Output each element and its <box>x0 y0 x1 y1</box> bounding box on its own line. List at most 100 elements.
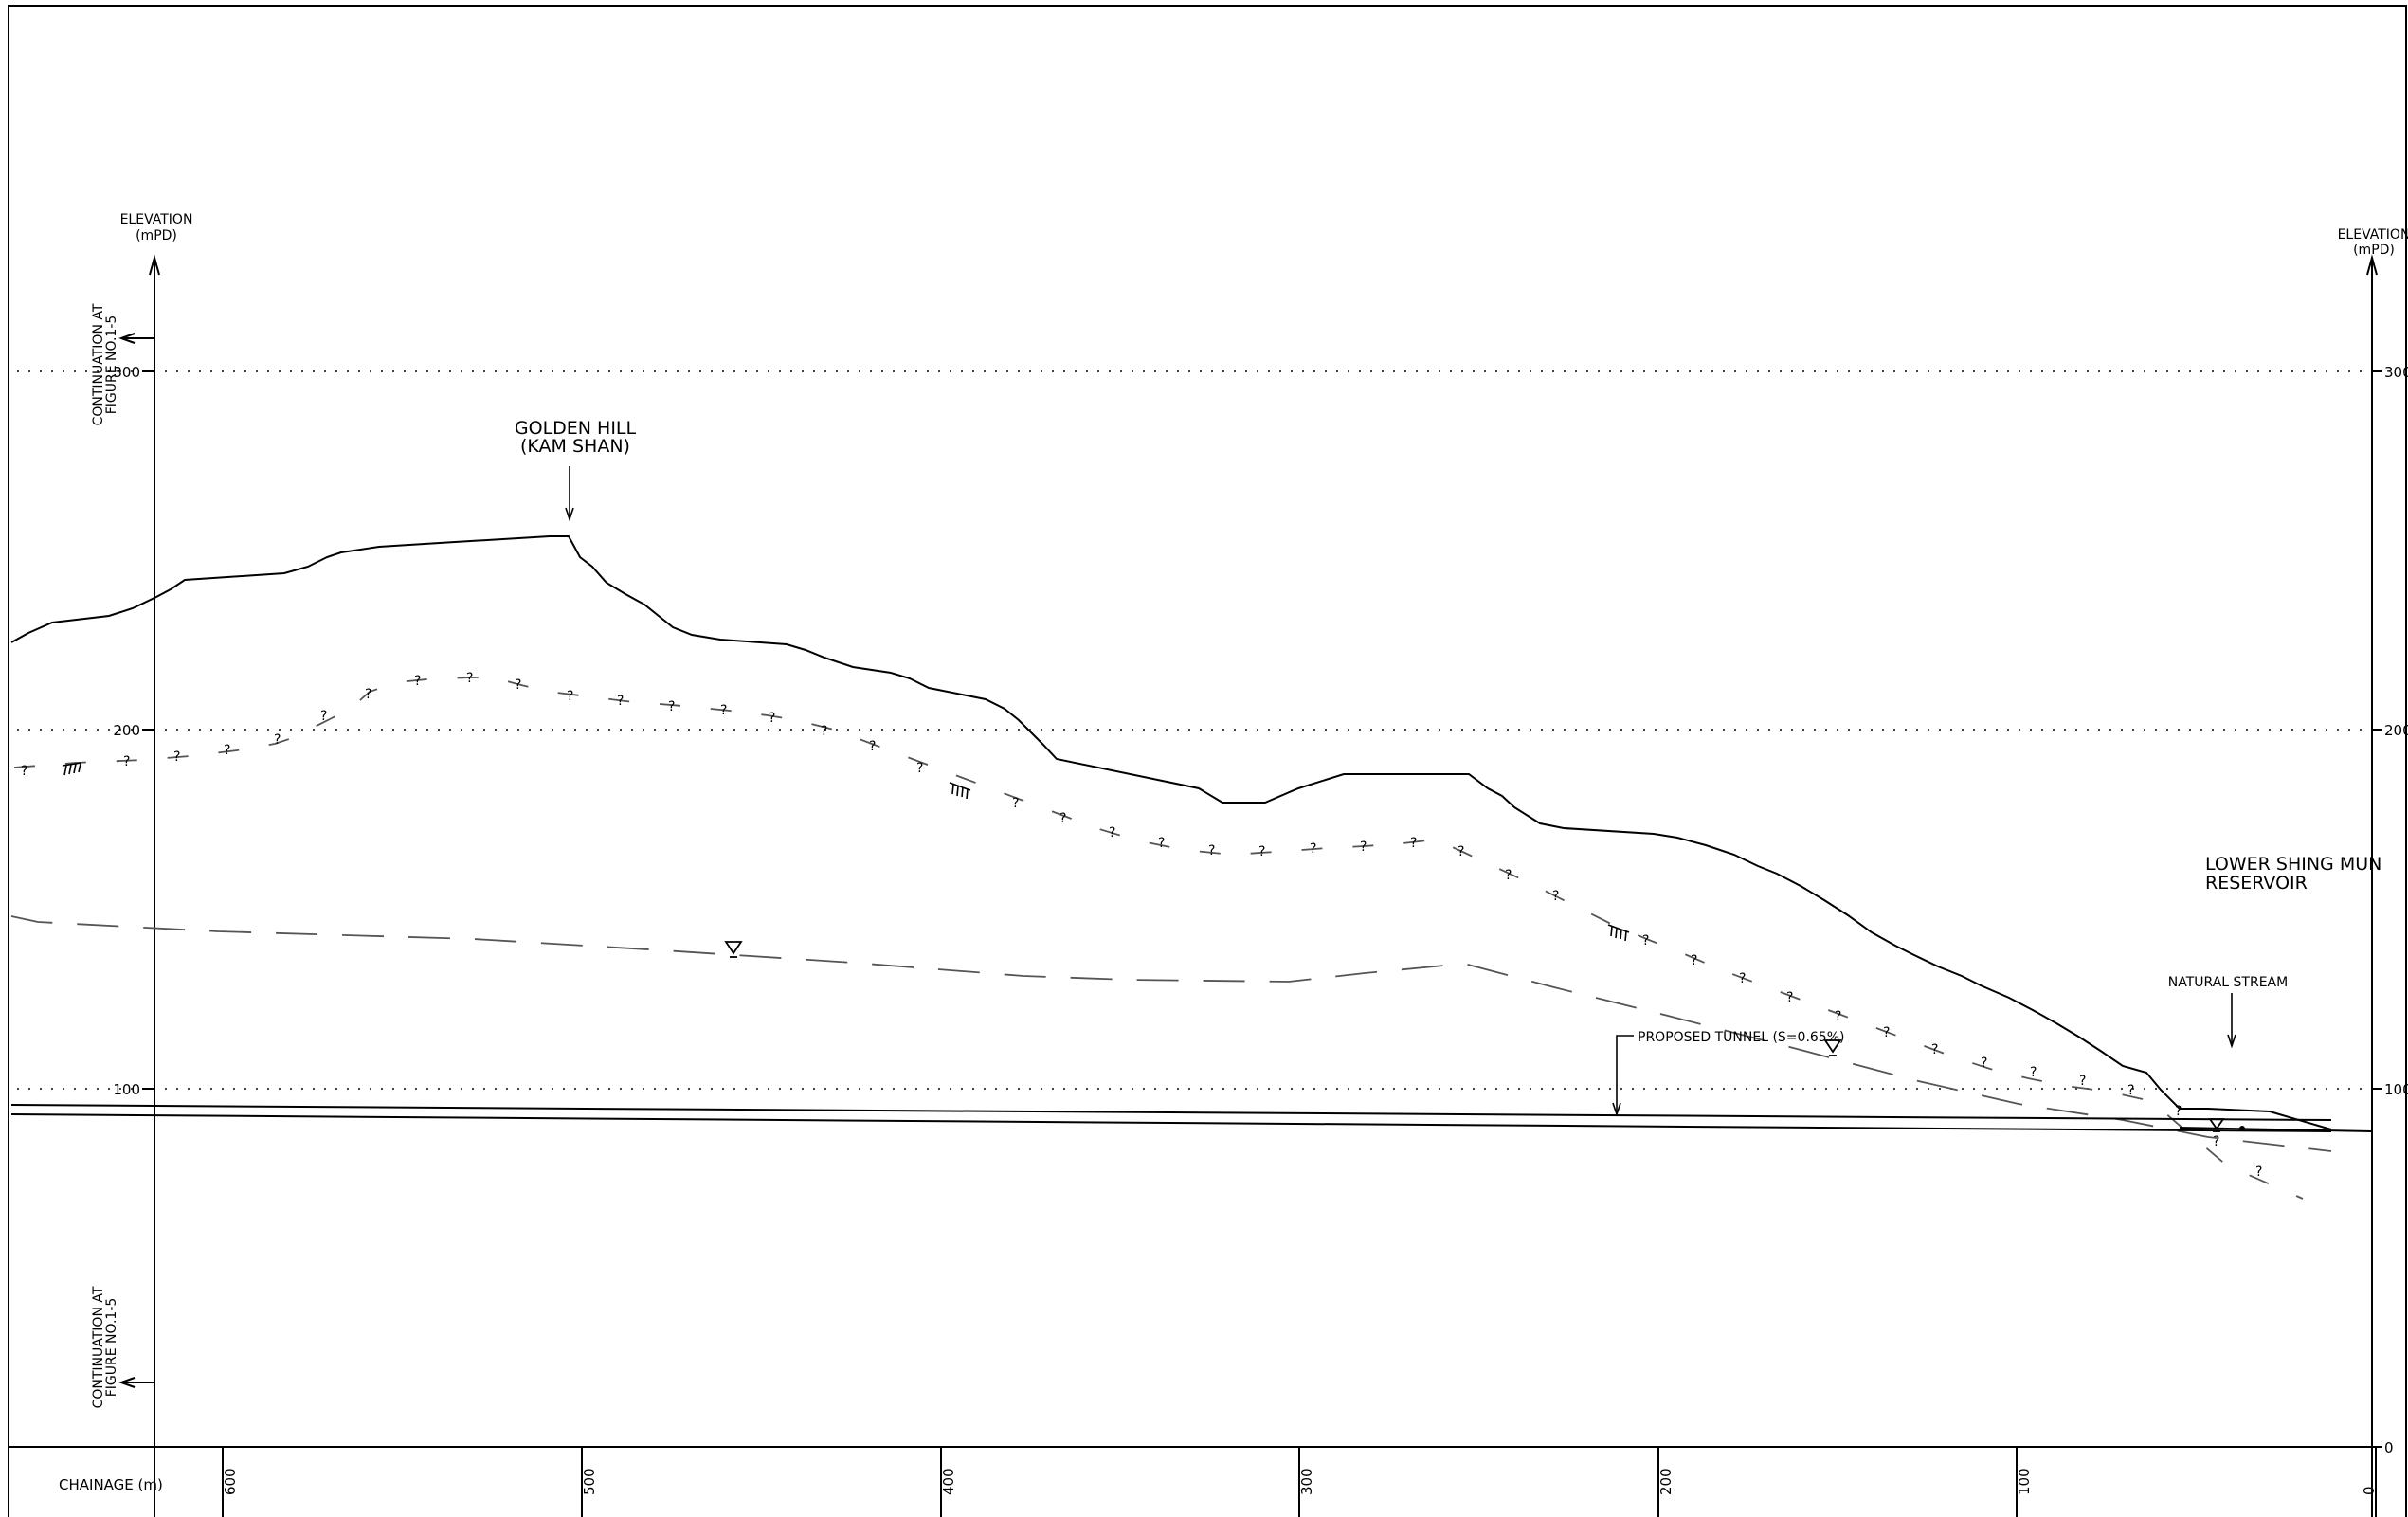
proposed-tunnel-label: PROPOSED TUNNEL (S=0.65%) <box>1638 1030 1844 1045</box>
uncertain-marker: ? <box>466 671 473 686</box>
chainage-tick-300: 300 <box>1298 1468 1315 1495</box>
right-elevation-axis <box>2366 254 2382 1517</box>
uncertain-marker: ? <box>1739 971 1746 986</box>
chainage-tick-600: 600 <box>222 1468 239 1495</box>
right-tick-label-100: 100 <box>2384 1081 2408 1098</box>
water-table-symbol <box>2208 1118 2225 1132</box>
proposed-tunnel <box>10 1104 2373 1132</box>
uncertain-marker: ? <box>274 732 281 748</box>
rockhead-uncertainty-markers: ? ? ? ? ? ? ? ? ? ? ? ? ? ? ? ? ? ? ? ? … <box>21 671 2262 1180</box>
uncertain-marker: ? <box>2213 1134 2219 1149</box>
continuation-bottom-line2: FIGURE NO.1-5 <box>104 1298 119 1398</box>
reservoir-label-line2: RESERVOIR <box>2205 873 2308 894</box>
uncertain-marker: ? <box>2079 1074 2086 1089</box>
uncertain-marker: ? <box>1835 1009 1841 1024</box>
rockhead-hatch-symbols <box>62 762 1630 942</box>
continuation-bottom-arrow <box>118 1377 154 1388</box>
left-tick-label-200: 200 <box>113 722 140 739</box>
continuation-top-line1: CONTINUATION AT <box>91 303 106 425</box>
uncertain-marker: ? <box>720 703 727 718</box>
uncertain-marker: ? <box>1981 1056 1987 1071</box>
uncertain-marker: ? <box>1208 843 1215 858</box>
uncertain-marker: ? <box>2175 1104 2182 1119</box>
elevation-gridlines <box>17 370 2369 1090</box>
water-table-symbol <box>1823 1039 1842 1056</box>
left-tick-label-100: 100 <box>113 1081 140 1098</box>
right-axis-arrowhead <box>2366 254 2378 276</box>
uncertain-marker: ? <box>1158 836 1165 851</box>
uncertain-marker: ? <box>1642 933 1649 948</box>
uncertain-marker: ? <box>821 724 827 739</box>
right-tick-label-200: 200 <box>2384 722 2408 739</box>
uncertain-marker: ? <box>1505 868 1512 883</box>
natural-stream-label: NATURAL STREAM <box>2168 975 2288 990</box>
uncertain-marker: ? <box>224 743 230 758</box>
left-elevation-unit: (mPD) <box>136 228 177 244</box>
water-table-symbol <box>724 941 743 958</box>
left-elevation-axis <box>142 254 160 1517</box>
tunnel-crown <box>10 1104 2332 1121</box>
uncertain-marker: ? <box>320 709 327 724</box>
uncertain-marker: ? <box>21 764 27 779</box>
uncertain-marker: ? <box>869 739 876 754</box>
golden-hill-label-line2: (KAM SHAN) <box>520 436 630 457</box>
rockhead-profile <box>13 677 2304 1200</box>
continuation-top-arrow <box>118 333 154 344</box>
uncertain-marker: ? <box>617 694 624 709</box>
uncertain-marker: ? <box>2127 1083 2134 1098</box>
uncertain-marker: ? <box>2030 1065 2037 1080</box>
uncertain-marker: ? <box>1691 953 1697 968</box>
uncertain-marker: ? <box>1552 889 1559 904</box>
chainage-label: CHAINAGE (m) <box>59 1476 163 1493</box>
right-elevation-unit: (mPD) <box>2353 243 2395 258</box>
uncertain-marker: ? <box>123 754 130 769</box>
uncertain-marker: ? <box>2255 1165 2262 1180</box>
reservoir-label-line1: LOWER SHING MUN <box>2205 854 2381 875</box>
drawing-frame <box>8 5 2407 1517</box>
continuation-top-line2: FIGURE NO.1-5 <box>104 316 119 415</box>
right-elevation-title: ELEVATION <box>2338 227 2408 243</box>
uncertain-marker: ? <box>1410 836 1417 851</box>
golden-hill-label-line1: GOLDEN HILL <box>515 418 637 439</box>
chainage-tick-500: 500 <box>581 1468 598 1495</box>
chainage-ticks <box>222 1447 2377 1517</box>
hatch-symbol <box>949 782 971 800</box>
uncertain-marker: ? <box>916 761 923 776</box>
uncertain-marker: ? <box>365 687 371 702</box>
left-elevation-title: ELEVATION <box>120 212 193 227</box>
ground-surface-profile <box>10 535 2332 1130</box>
uncertain-marker: ? <box>1059 811 1066 826</box>
chainage-tick-0: 0 <box>2361 1486 2378 1495</box>
uncertain-marker: ? <box>515 677 521 693</box>
uncertain-marker: ? <box>1360 840 1367 855</box>
uncertain-marker: ? <box>1310 841 1316 857</box>
natural-stream-leader <box>2227 993 2236 1049</box>
uncertain-marker: ? <box>1109 825 1115 840</box>
uncertain-marker: ? <box>1457 844 1464 859</box>
tunnel-end-line <box>2179 1127 2373 1132</box>
uncertain-marker: ? <box>1883 1025 1890 1040</box>
right-tick-label-300: 300 <box>2384 364 2408 381</box>
right-tick-label-0: 0 <box>2384 1439 2394 1456</box>
continuation-bottom-line1: CONTINUATION AT <box>91 1286 106 1408</box>
uncertain-marker: ? <box>173 749 180 765</box>
natural-stream-marker <box>2239 1126 2245 1131</box>
uncertain-marker: ? <box>769 711 775 726</box>
uncertain-marker: ? <box>1258 844 1265 859</box>
groundwater-level <box>10 915 2332 1152</box>
chainage-tick-200: 200 <box>1657 1468 1675 1495</box>
hatch-symbol <box>1607 924 1630 942</box>
uncertain-marker: ? <box>1931 1042 1938 1057</box>
uncertain-marker: ? <box>414 674 421 689</box>
tunnel-invert <box>10 1113 2332 1132</box>
proposed-tunnel-leader <box>1612 1035 1634 1117</box>
uncertain-marker: ? <box>567 689 573 704</box>
uncertain-marker: ? <box>1786 990 1793 1005</box>
chainage-tick-100: 100 <box>2016 1468 2033 1495</box>
uncertain-marker: ? <box>668 699 675 714</box>
left-axis-arrowhead <box>149 254 160 276</box>
golden-hill-leader <box>565 466 574 522</box>
left-tick-label-300: 300 <box>113 364 140 381</box>
chainage-tick-400: 400 <box>940 1468 957 1495</box>
